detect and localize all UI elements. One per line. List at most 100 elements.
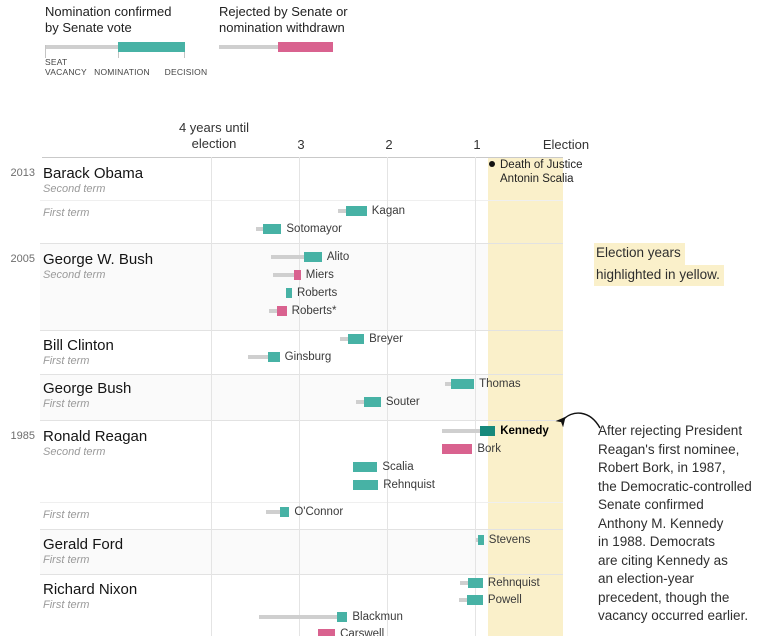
bar-label-stevens: Stevens [488, 534, 531, 546]
president-name-ford1: Gerald Ford [43, 536, 124, 553]
term-label-nixon1: First term [43, 599, 90, 611]
legend-tick-decision [184, 52, 185, 58]
axis-tick-2: 2 [385, 137, 393, 152]
axis-tick-3: 3 [297, 137, 305, 152]
bar-kennedy [480, 426, 496, 436]
legend-stage-nomination: NOMINATION [94, 67, 150, 77]
bar-label-alito: Alito [326, 251, 350, 263]
axis-tick-4-years-line2: election [191, 136, 237, 151]
president-name-gwb2: George W. Bush [43, 251, 154, 268]
bar-sotomayor [262, 224, 282, 234]
bar-label-ginsburg: Ginsburg [284, 351, 332, 363]
term-label-ford1: First term [43, 554, 90, 566]
bar-thomas [451, 379, 475, 389]
term-label-reagan1: First term [43, 509, 90, 521]
kennedy-precedent-note: After rejecting President Reagan's first … [598, 422, 760, 626]
event-dot-icon [489, 161, 495, 167]
vacancy-line-stevens [475, 538, 478, 542]
vacancy-line-oconnor [265, 510, 280, 514]
bar-label-rehnquist: Rehnquist [383, 479, 435, 491]
bar-oconnor [279, 507, 290, 517]
kennedy-note-line: Senate confirmed [598, 497, 704, 512]
legend-stage-seat: SEAT [45, 57, 68, 67]
chart-top-rule [42, 157, 563, 158]
election-year-band [488, 157, 563, 636]
president-name-nixon1: Richard Nixon [43, 581, 138, 598]
vacancy-line-miers [272, 273, 294, 277]
bar-ginsburg [268, 352, 280, 362]
legend-confirmed-label: Nomination confirmed by Senate vote [45, 4, 171, 36]
bar-label-sotomayor: Sotomayor [286, 223, 342, 235]
vacancy-line-breyer [340, 337, 349, 341]
axis-tick-1: 1 [473, 137, 481, 152]
legend: Nomination confirmed by Senate vote SEAT… [0, 0, 420, 85]
legend-confirmed-bar [118, 42, 185, 52]
vacancy-line-kennedy [441, 429, 481, 433]
gridline-4-years [211, 157, 212, 636]
legend-rejected-swatch [219, 42, 333, 52]
term-label-obama2: Second term [43, 183, 106, 195]
bar-label-souter: Souter [385, 396, 420, 408]
bar-label-scalia: Scalia [382, 461, 414, 473]
scalia-note-line1: Death of Justice [500, 159, 583, 171]
term-label-gwb2: Second term [43, 269, 106, 281]
bar-carswell [318, 629, 336, 636]
kennedy-note-line: in 1988. Democrats [598, 534, 716, 549]
legend-stage-decision: DECISION [164, 67, 208, 77]
vacancy-line-kagan [337, 209, 346, 213]
bar-miers [293, 270, 301, 280]
axis-tick-4-years-line1: 4 years until [178, 120, 250, 135]
row-separator [40, 243, 563, 244]
row-separator [40, 529, 563, 530]
election-note-line2: highlighted in yellow. [594, 264, 724, 286]
legend-confirmed-line1: Nomination confirmed [45, 4, 172, 19]
kennedy-note-line: Reagan's first nominee, [598, 441, 740, 457]
bar-roberts [285, 288, 292, 298]
president-name-obama2: Barack Obama [43, 165, 144, 182]
vacancy-line-thomas [445, 382, 452, 386]
axis-tick-election: Election [542, 137, 590, 152]
bar-label-roberts: Roberts* [291, 305, 337, 317]
gridline-1-years [475, 157, 476, 636]
row-separator [40, 374, 563, 375]
term-label-clinton1: First term [43, 355, 90, 367]
vacancy-line-roberts [269, 309, 277, 313]
axis-tick-4-years: 4 years until election [154, 120, 274, 152]
kennedy-note-line: Robert Bork, in 1987, [598, 460, 726, 475]
bar-breyer [348, 334, 365, 344]
bar-kagan [345, 206, 367, 216]
legend-confirmed-line2: by Senate vote [45, 20, 132, 35]
president-name-reagan2: Ronald Reagan [43, 428, 148, 445]
bar-rehnquist [352, 480, 379, 490]
kennedy-arrow-icon [555, 412, 601, 429]
bar-label-bork: Bork [477, 443, 502, 455]
election-note-line1: Election years [594, 243, 685, 265]
bar-label-roberts: Roberts [296, 287, 338, 299]
bar-label-blackmun: Blackmun [352, 611, 403, 623]
legend-stage-vacancy: VACANCY [45, 67, 87, 77]
vacancy-line-sotomayor [255, 227, 263, 231]
bar-roberts [277, 306, 287, 316]
term-label-bush41: First term [43, 398, 90, 410]
legend-vacancy-line2 [219, 45, 278, 49]
row-separator [40, 420, 563, 421]
bar-label-powell: Powell [487, 594, 522, 606]
year-label-reagan2: 1985 [10, 430, 35, 442]
bar-souter [364, 397, 381, 407]
legend-rejected-label: Rejected by Senate or nomination withdra… [219, 4, 348, 36]
year-label-obama2: 2013 [10, 167, 35, 179]
bar-alito [304, 252, 322, 262]
bar-blackmun [336, 612, 348, 622]
kennedy-note-line: vacancy occurred earlier. [598, 608, 749, 623]
bar-stevens [477, 535, 484, 545]
vacancy-line-alito [270, 255, 305, 259]
legend-confirmed-swatch [45, 42, 185, 52]
bar-label-carswell: Carswell [340, 628, 385, 636]
bar-bork [441, 444, 473, 454]
bar-scalia [352, 462, 378, 472]
vacancy-line-powell [459, 598, 468, 602]
legend-rejected-line2: nomination withdrawn [219, 20, 345, 35]
bar-label-rehnquist: Rehnquist [487, 577, 540, 589]
legend-tick-nomination [118, 52, 119, 58]
